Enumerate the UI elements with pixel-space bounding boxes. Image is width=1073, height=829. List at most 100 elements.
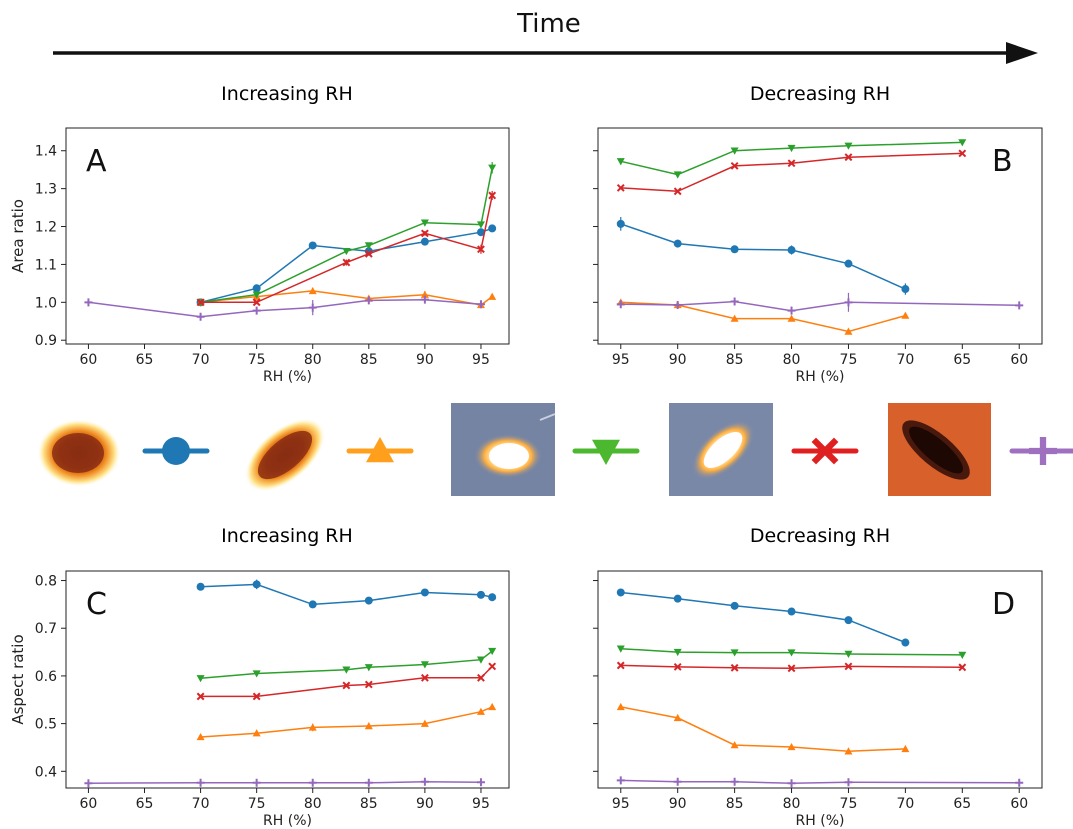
data-point <box>488 164 497 172</box>
y-tick-label: 1.2 <box>35 220 57 236</box>
x-tick-label: 95 <box>472 352 490 368</box>
data-point <box>488 224 497 233</box>
legend-symbol <box>162 437 190 465</box>
x-tick-label: 60 <box>80 796 98 812</box>
series-circle <box>616 217 910 295</box>
data-point <box>476 228 485 237</box>
data-point <box>673 300 682 309</box>
panel-b: 95 90 85 80 75 70 65 60 RH (%) B <box>593 127 1043 385</box>
x-tick-label: 90 <box>669 352 687 368</box>
data-point <box>477 245 485 254</box>
data-point <box>364 664 373 672</box>
data-point <box>616 183 625 192</box>
x-tick-label: 75 <box>248 796 266 812</box>
data-point <box>252 580 261 589</box>
data-point <box>252 306 261 315</box>
data-point <box>477 673 485 682</box>
x-tick-label: 85 <box>360 796 378 812</box>
x-tick-label: 65 <box>953 352 971 368</box>
data-point <box>196 298 205 307</box>
data-point <box>420 237 429 246</box>
data-point <box>488 647 497 656</box>
x-tick-label: 60 <box>80 352 98 368</box>
data-point <box>252 291 261 299</box>
x-axis-label: RH (%) <box>796 813 845 829</box>
data-point <box>476 656 485 664</box>
data-point <box>364 778 373 787</box>
series-x <box>616 149 967 196</box>
x-tick-label: 80 <box>304 796 322 812</box>
y-tick-label: 1.1 <box>35 257 57 273</box>
y-tick-label: 1.3 <box>35 182 57 198</box>
data-point <box>616 219 625 228</box>
series-triangle-up <box>616 702 910 755</box>
data-point <box>364 680 373 689</box>
y-tick-label: 1.0 <box>35 295 57 311</box>
data-point <box>488 292 497 300</box>
series-circle <box>616 588 910 647</box>
data-point <box>673 648 682 657</box>
series-line <box>200 167 493 304</box>
data-point <box>252 692 261 701</box>
x-tick-label: 75 <box>840 796 858 812</box>
data-point <box>844 298 853 307</box>
data-point <box>730 649 739 657</box>
panel-letter: B <box>992 144 1013 179</box>
x-tick-label: 60 <box>1010 796 1028 812</box>
data-point <box>196 675 205 683</box>
x-tick-label: 70 <box>896 352 914 368</box>
plot-frame <box>65 570 510 789</box>
data-point <box>420 673 429 682</box>
data-point <box>252 778 261 787</box>
data-point <box>901 744 910 753</box>
data-point <box>958 139 967 147</box>
x-tick-label: 80 <box>304 352 322 368</box>
y-tick-label: 1.4 <box>35 144 57 160</box>
data-point <box>420 290 429 298</box>
x-tick-label: 70 <box>896 796 914 812</box>
data-point <box>787 779 796 788</box>
x-tick-label: 95 <box>612 796 630 812</box>
x-tick-label: 85 <box>726 352 744 368</box>
data-point <box>252 284 261 293</box>
x-tick-label: 80 <box>783 352 801 368</box>
data-point <box>730 161 739 170</box>
legend-symbol <box>1029 437 1057 465</box>
x-tick-label: 65 <box>953 796 971 812</box>
data-point <box>844 616 853 625</box>
series-plus <box>84 777 485 788</box>
data-point <box>958 651 967 659</box>
legend-symbol <box>811 437 839 465</box>
legend-marker-triangle-up <box>346 437 414 463</box>
data-point <box>844 327 853 335</box>
data-point <box>476 778 485 787</box>
x-tick-label: 60 <box>1010 352 1028 368</box>
data-point <box>730 297 739 306</box>
data-point <box>196 582 205 591</box>
series-triangle-up <box>196 702 497 741</box>
thumbnail-5 <box>888 403 991 496</box>
data-point <box>844 662 853 671</box>
data-point <box>616 300 625 309</box>
panel-d: 95 90 85 80 75 70 65 60 RH (%) D <box>593 570 1043 829</box>
data-point <box>476 707 485 715</box>
x-tick-label: 95 <box>612 352 630 368</box>
data-point <box>342 247 351 256</box>
series-triangle-down <box>616 139 967 179</box>
data-point <box>196 692 205 701</box>
data-point <box>476 590 485 599</box>
x-tick-label: 80 <box>783 796 801 812</box>
thumbnail-3 <box>451 403 556 496</box>
series-line <box>620 664 963 670</box>
legend-symbol <box>366 437 394 463</box>
series-line <box>620 706 906 753</box>
data-point <box>84 298 93 307</box>
data-point <box>730 663 739 672</box>
data-point <box>488 191 497 200</box>
panel-c: 60 65 70 75 80 85 90 95 0.4 0.5 0.6 0.7 0.8 RH (%) Asp… <box>9 570 510 829</box>
series-triangle-down <box>196 647 497 683</box>
x-tick-label: 70 <box>192 352 210 368</box>
data-point <box>673 777 682 786</box>
section-title-c: Increasing RH <box>221 525 353 547</box>
data-point <box>673 662 682 671</box>
